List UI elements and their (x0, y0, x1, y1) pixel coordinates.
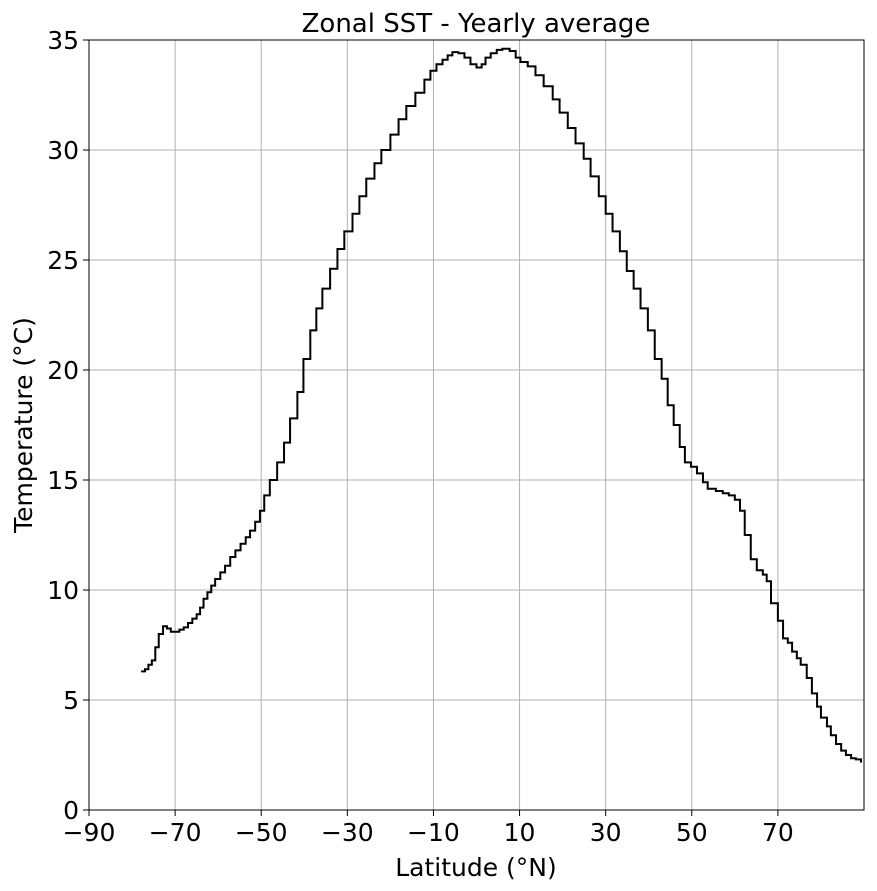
y-tick-label: 35 (47, 26, 79, 55)
y-tick-label: 5 (63, 686, 79, 715)
y-tick-label: 10 (47, 576, 79, 605)
plot-frame (88, 39, 865, 811)
x-tick-label: 10 (504, 818, 536, 847)
y-tick-label: 0 (63, 796, 79, 825)
y-tick-label: 20 (47, 356, 79, 385)
y-axis-label: Temperature (°C) (9, 317, 38, 534)
temperature-line (141, 47, 862, 763)
x-tick-label: 30 (590, 818, 622, 847)
x-tick-label: −90 (63, 818, 116, 847)
chart-title: Zonal SST - Yearly average (302, 9, 651, 39)
y-tick-label: 15 (47, 466, 79, 495)
x-tick-label: 50 (676, 818, 708, 847)
x-tick-label: −70 (149, 818, 202, 847)
y-tick-label: 30 (47, 136, 79, 165)
x-axis-label: Latitude (°N) (395, 853, 557, 882)
x-tick-label: 70 (762, 818, 794, 847)
x-tick-label: −50 (235, 818, 288, 847)
x-tick-label: −10 (407, 818, 460, 847)
y-tick-label: 25 (47, 246, 79, 275)
x-tick-label: −30 (321, 818, 374, 847)
